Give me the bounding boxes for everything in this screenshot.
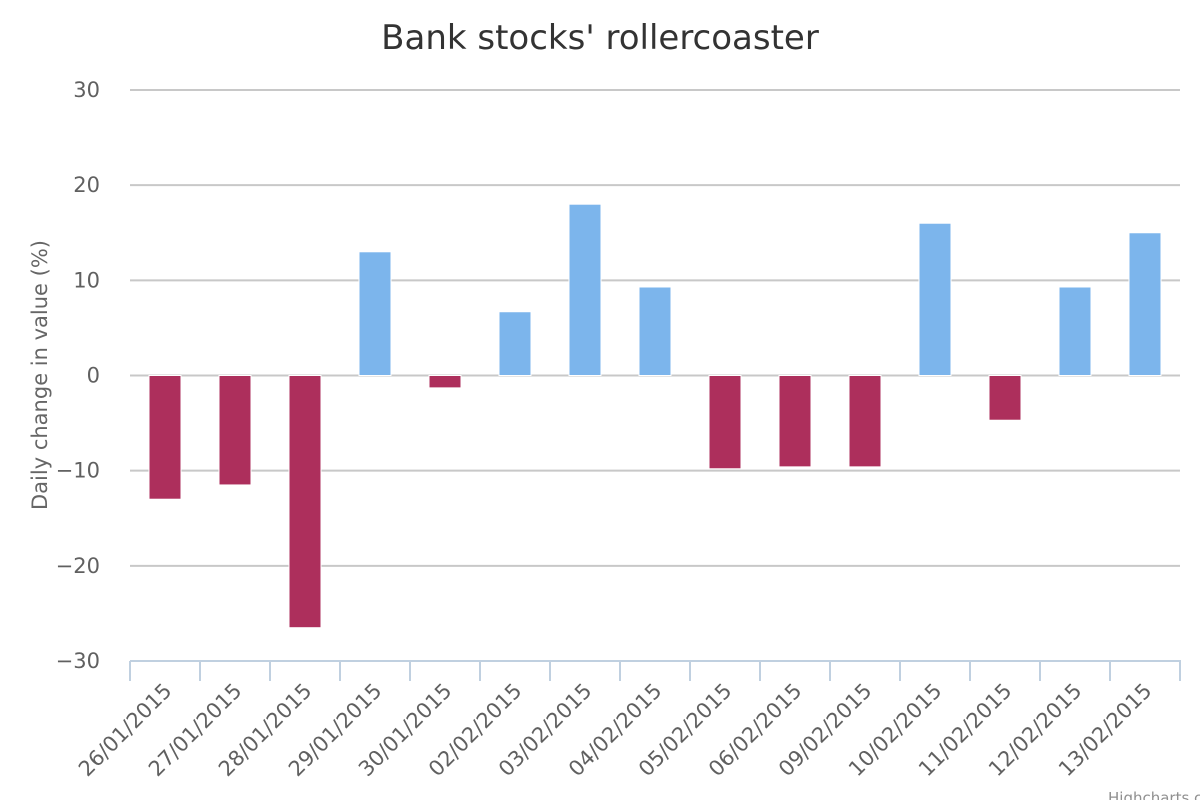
y-tick-label: 30 [73, 78, 100, 102]
bar-30-01-2015[interactable] [428, 375, 462, 389]
y-tick-label: −20 [56, 554, 100, 578]
x-axis-ticks: 26/01/201527/01/201528/01/201529/01/2015… [74, 679, 1157, 782]
bar-10-02-2015[interactable] [918, 222, 952, 376]
bar-28-01-2015[interactable] [288, 375, 322, 629]
bar-04-02-2015[interactable] [638, 286, 672, 376]
y-tick-label: 0 [87, 364, 100, 388]
y-axis-label: Daily change in value (%) [28, 240, 52, 510]
bar-05-02-2015[interactable] [708, 375, 742, 470]
bars [148, 203, 1162, 629]
y-axis-ticks: 30 20 10 0 −10 −20 −30 [56, 78, 100, 673]
y-tick-label: 10 [73, 268, 100, 292]
bar-29-01-2015[interactable] [358, 251, 392, 377]
chart-title: Bank stocks' rollercoaster [381, 18, 819, 58]
bar-27-01-2015[interactable] [218, 375, 252, 486]
bar-09-02-2015[interactable] [848, 375, 882, 468]
y-tick-label: 20 [73, 173, 100, 197]
bar-11-02-2015[interactable] [988, 375, 1022, 421]
bar-03-02-2015[interactable] [568, 203, 602, 376]
bar-13-02-2015[interactable] [1128, 232, 1162, 376]
bar-02-02-2015[interactable] [498, 311, 532, 377]
x-axis [129, 660, 1181, 681]
y-tick-label: −10 [56, 459, 100, 483]
bar-12-02-2015[interactable] [1058, 286, 1092, 376]
y-tick-label: −30 [56, 649, 100, 673]
bar-26-01-2015[interactable] [148, 375, 182, 500]
chart-credit[interactable]: Highcharts.com [1108, 789, 1200, 800]
bar-06-02-2015[interactable] [778, 375, 812, 468]
